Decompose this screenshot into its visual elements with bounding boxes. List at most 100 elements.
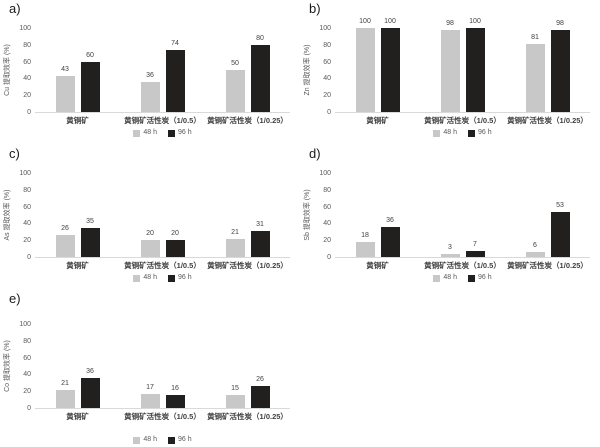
bar-96h — [250, 44, 270, 112]
y-axis-ticks: 0 20 40 60 80 100 — [314, 170, 335, 261]
category-label: 黄铜矿 — [66, 412, 89, 421]
bar-value-label: 6 — [533, 241, 537, 249]
bar-48h — [140, 393, 160, 408]
y-tick-label: 100 — [19, 25, 31, 32]
bar-value-label: 74 — [171, 39, 179, 47]
bar-96h — [380, 28, 400, 112]
bar-group: 50 80 — [205, 28, 290, 112]
chart-body: 0 20 40 60 80 100 100 100 98 100 81 98 黄铜矿 黄铜矿活性炭（1… — [314, 18, 590, 137]
category-label: 黄铜矿活性炭（1/0.5） — [124, 261, 201, 270]
y-tick-label: 40 — [323, 220, 331, 228]
bar-value-label: 53 — [556, 202, 564, 210]
bar-value-label: 35 — [86, 217, 94, 225]
bar-96h — [550, 212, 570, 257]
y-tick-label: 80 — [323, 186, 331, 194]
y-tick-label: 40 — [323, 75, 331, 83]
bar-group: 21 31 — [205, 173, 290, 257]
bar-with-label: 3 — [440, 244, 460, 257]
bar-value-label: 7 — [473, 241, 477, 249]
legend: 48 h 96 h — [35, 274, 290, 282]
y-tick-label: 20 — [323, 237, 331, 245]
category-label: 黄铜矿 — [366, 261, 389, 270]
bar-with-label: 60 — [80, 51, 100, 112]
bar-48h — [440, 254, 460, 257]
y-tick-label: 60 — [23, 354, 31, 362]
legend-swatch-icon — [468, 274, 475, 282]
legend-label: 96 h — [178, 436, 192, 443]
bar-with-label: 100 — [380, 18, 400, 112]
legend-label: 48 h — [143, 129, 157, 136]
bar-value-label: 26 — [256, 376, 264, 384]
bar-with-label: 53 — [550, 202, 570, 257]
bar-48h — [440, 29, 460, 112]
legend-item: 48 h — [433, 274, 457, 282]
legend-swatch-icon — [468, 129, 475, 137]
bar-with-label: 81 — [525, 34, 545, 112]
legend-swatch-icon — [133, 274, 141, 282]
chart-panel: c) As 提取效率 (%) 0 20 40 60 80 100 26 35 20 20 21 31… — [0, 145, 300, 290]
y-axis-ticks: 0 20 40 60 80 100 — [14, 25, 35, 116]
bar-value-label: 20 — [171, 230, 179, 238]
bar-value-label: 60 — [86, 51, 94, 59]
legend-swatch-icon — [168, 129, 175, 137]
bar-with-label: 74 — [165, 39, 185, 112]
legend-label: 96 h — [178, 274, 192, 281]
plot-wrap: 100 100 98 100 81 98 黄铜矿 黄铜矿活性炭（1/0.5） 黄铜矿活性炭（1… — [335, 18, 590, 137]
legend-item: 48 h — [133, 274, 157, 282]
bar-value-label: 31 — [256, 220, 264, 228]
bar-96h — [250, 230, 270, 257]
legend-label: 48 h — [443, 274, 457, 281]
y-tick-label: 80 — [23, 41, 31, 49]
bar-value-label: 36 — [386, 216, 394, 224]
legend-swatch-icon — [168, 436, 175, 444]
bar-with-label: 43 — [55, 66, 75, 112]
category-label: 黄铜矿活性炭（1/0.25） — [207, 412, 288, 421]
y-tick-label: 40 — [23, 371, 31, 379]
bar-value-label: 20 — [146, 230, 154, 238]
bar-with-label: 100 — [355, 18, 375, 112]
legend: 48 h 96 h — [335, 129, 590, 137]
bar-value-label: 100 — [469, 18, 481, 25]
y-axis-ticks: 0 20 40 60 80 100 — [14, 321, 35, 412]
plot-area: 21 36 17 16 15 26 — [35, 324, 290, 409]
legend-item: 96 h — [468, 129, 492, 137]
bar-with-label: 36 — [80, 367, 100, 408]
category-labels: 黄铜矿 黄铜矿活性炭（1/0.5） 黄铜矿活性炭（1/0.25） — [35, 261, 290, 271]
bar-value-label: 26 — [61, 225, 69, 233]
legend-item: 48 h — [133, 436, 157, 444]
bar-value-label: 21 — [61, 380, 69, 388]
panel-label: c) — [9, 146, 20, 161]
bar-value-label: 36 — [86, 367, 94, 375]
bar-value-label: 16 — [171, 384, 179, 392]
legend-label: 96 h — [478, 129, 492, 136]
chart-panel: e) Co 提取效率 (%) 0 20 40 60 80 100 21 36 17 16 15 26… — [0, 290, 300, 447]
category-label: 黄铜矿 — [66, 261, 89, 270]
y-tick-label: 80 — [323, 41, 331, 49]
y-tick-label: 0 — [327, 254, 331, 261]
category-labels: 黄铜矿 黄铜矿活性炭（1/0.5） 黄铜矿活性炭（1/0.25） — [35, 412, 290, 422]
bar-96h — [165, 394, 185, 408]
category-labels: 黄铜矿 黄铜矿活性炭（1/0.5） 黄铜矿活性炭（1/0.25） — [335, 261, 590, 271]
bar-value-label: 17 — [146, 383, 154, 391]
bar-96h — [550, 29, 570, 112]
bar-value-label: 50 — [231, 60, 239, 67]
y-tick-label: 20 — [23, 388, 31, 396]
y-tick-label: 100 — [19, 170, 31, 177]
y-tick-label: 0 — [27, 109, 31, 116]
bar-group: 81 98 — [505, 20, 590, 112]
bar-value-label: 15 — [231, 385, 239, 393]
bar-48h — [140, 240, 160, 257]
bar-group: 17 16 — [120, 324, 205, 408]
plot-wrap: 21 36 17 16 15 26 黄铜矿 黄铜矿活性炭（1/0.5） 黄铜矿活性炭（1/0.… — [35, 324, 290, 444]
bar-96h — [80, 227, 100, 257]
bar-with-label: 17 — [140, 383, 160, 408]
bar-value-label: 18 — [361, 231, 369, 239]
bar-96h — [465, 28, 485, 112]
bar-with-label: 35 — [80, 217, 100, 257]
y-tick-label: 100 — [319, 25, 331, 32]
bar-with-label: 50 — [225, 60, 245, 112]
y-tick-label: 20 — [323, 92, 331, 100]
bar-with-label: 31 — [250, 220, 270, 257]
